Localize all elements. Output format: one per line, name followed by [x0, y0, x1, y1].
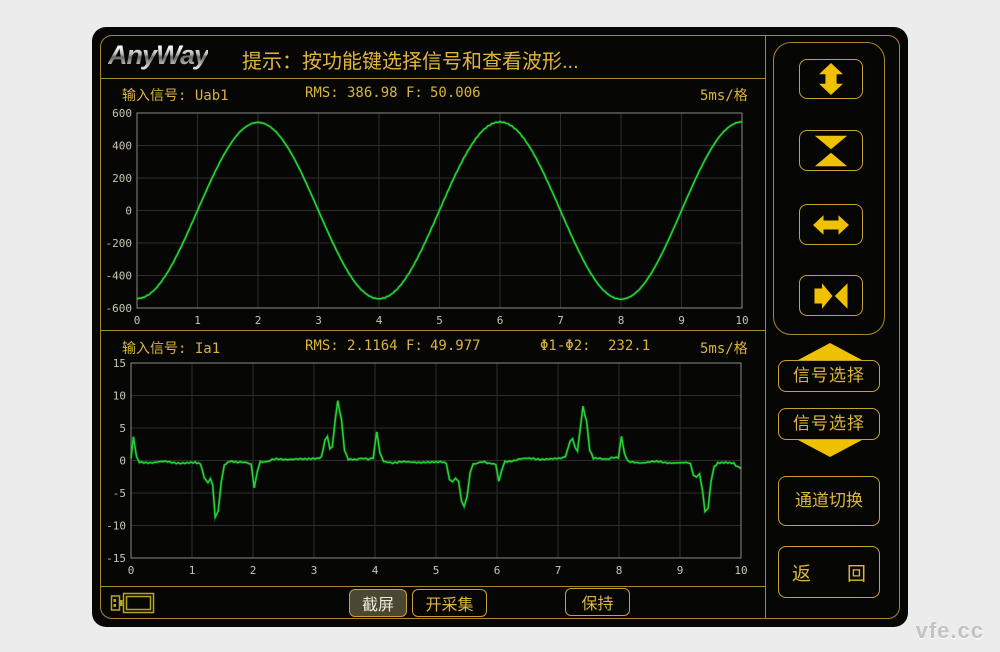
device-screen: AnyWay 提示：按功能键选择信号和查看波形... 输入信号: Uab1 RM…: [92, 27, 908, 627]
svg-text:6: 6: [497, 314, 504, 327]
channel-divider: [100, 330, 766, 331]
svg-text:10: 10: [735, 314, 748, 327]
svg-text:6: 6: [494, 564, 501, 577]
signal-down-triangle-icon: [798, 440, 862, 457]
signal-select-up-button[interactable]: 信号选择: [778, 360, 880, 392]
svg-text:0: 0: [125, 205, 132, 218]
channel-switch-button[interactable]: 通道切换: [778, 476, 880, 526]
zoom-button-group: [773, 42, 885, 335]
channel2-phase-value: 232.1: [608, 338, 651, 354]
screenshot-button[interactable]: 截屏: [349, 589, 407, 617]
svg-text:-400: -400: [106, 270, 133, 283]
svg-text:15: 15: [113, 357, 126, 370]
watermark: vfe.cc: [915, 618, 984, 643]
svg-text:0: 0: [128, 564, 135, 577]
svg-text:-15: -15: [106, 552, 126, 565]
bottombar-divider: [100, 586, 766, 587]
channel1-freq-label: F:: [406, 85, 423, 101]
channel1-signal-name: Uab1: [194, 88, 229, 104]
signal-select-down-button[interactable]: 信号选择: [778, 408, 880, 440]
svg-text:7: 7: [555, 564, 562, 577]
svg-text:3: 3: [315, 314, 322, 327]
sidebar-divider: [765, 35, 766, 619]
start-capture-button[interactable]: 开采集: [412, 589, 487, 617]
svg-text:5: 5: [119, 422, 126, 435]
svg-text:0: 0: [134, 314, 141, 327]
back-right-label: 回: [846, 563, 866, 585]
vertical-expand-button[interactable]: [799, 59, 863, 99]
channel2-signal-label: 输入信号: Ia1: [122, 341, 221, 357]
svg-text:10: 10: [734, 564, 747, 577]
expand-horizontal-icon: [813, 214, 849, 235]
prompt-text: 提示：按功能键选择信号和查看波形...: [242, 51, 579, 73]
channel2-freq-label: F:: [406, 338, 423, 354]
expand-vertical-icon: [819, 63, 843, 95]
back-button-inner: 返 回: [779, 559, 879, 586]
horizontal-expand-button[interactable]: [799, 204, 863, 245]
svg-text:-10: -10: [106, 520, 126, 533]
horizontal-compress-button[interactable]: [799, 275, 863, 316]
channel2-header: 输入信号: Ia1 RMS: 2.1164 F: 49.977 Φ1-Φ2: 2…: [100, 338, 765, 360]
channel1-rms-label: RMS:: [305, 85, 339, 101]
svg-text:8: 8: [618, 314, 625, 327]
channel2-freq-value: 49.977: [430, 338, 481, 354]
svg-text:9: 9: [677, 564, 684, 577]
channel1-rms-value: 386.98: [347, 85, 398, 101]
svg-text:9: 9: [678, 314, 685, 327]
screen-border: [100, 35, 900, 619]
svg-text:5: 5: [436, 314, 443, 327]
svg-text:-200: -200: [106, 237, 133, 250]
hold-button[interactable]: 保持: [565, 588, 630, 616]
svg-text:4: 4: [372, 564, 379, 577]
svg-text:4: 4: [376, 314, 383, 327]
channel2-rms-value: 2.1164: [347, 338, 398, 354]
back-left-label: 返: [792, 563, 812, 585]
svg-text:600: 600: [112, 107, 132, 120]
svg-text:400: 400: [112, 140, 132, 153]
svg-text:7: 7: [557, 314, 564, 327]
svg-text:1: 1: [189, 564, 196, 577]
channel2-rms-label: RMS:: [305, 338, 339, 354]
channel1-timebase: 5ms/格: [700, 88, 748, 104]
channel1-freq-value: 50.006: [430, 85, 481, 101]
svg-text:5: 5: [433, 564, 440, 577]
channel2-phase-label: Φ1-Φ2:: [540, 338, 591, 354]
channel2-signal-name: Ia1: [194, 341, 221, 357]
compress-vertical-icon: [814, 135, 848, 166]
svg-text:-5: -5: [113, 487, 126, 500]
svg-text:10: 10: [113, 390, 126, 403]
signal-up-triangle-icon: [798, 343, 862, 360]
channel1-header: 输入信号: Uab1 RMS: 386.98 F: 50.006 5ms/格: [100, 85, 765, 107]
anyway-logo: AnyWay: [108, 40, 209, 70]
compress-horizontal-icon: [814, 282, 848, 309]
vertical-compress-button[interactable]: [799, 130, 863, 171]
svg-text:1: 1: [194, 314, 201, 327]
svg-text:2: 2: [250, 564, 257, 577]
svg-text:3: 3: [311, 564, 318, 577]
back-button[interactable]: 返 回: [778, 546, 880, 598]
svg-text:200: 200: [112, 172, 132, 185]
svg-text:8: 8: [616, 564, 623, 577]
svg-text:-600: -600: [106, 302, 133, 315]
header-divider: [100, 78, 766, 79]
channel1-signal-label: 输入信号: Uab1: [122, 88, 229, 104]
svg-text:0: 0: [119, 455, 126, 468]
usb-capture-icon: [110, 592, 155, 614]
channel2-timebase: 5ms/格: [700, 341, 748, 357]
svg-text:2: 2: [255, 314, 262, 327]
